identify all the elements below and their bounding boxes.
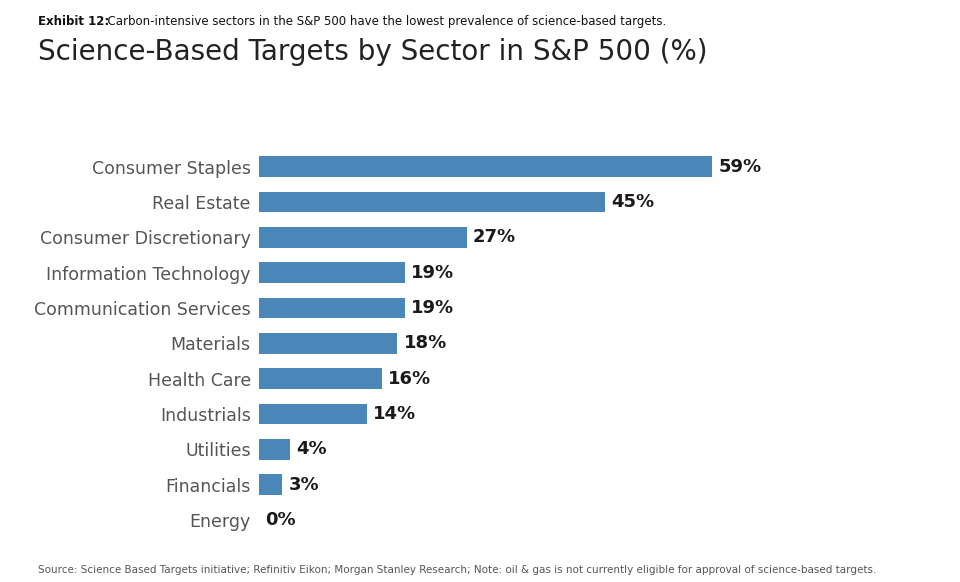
- Text: 19%: 19%: [411, 264, 454, 282]
- Text: 4%: 4%: [296, 441, 326, 459]
- Bar: [259, 439, 290, 460]
- Bar: [259, 404, 367, 424]
- Text: Source: Science Based Targets initiative; Refinitiv Eikon; Morgan Stanley Resear: Source: Science Based Targets initiative…: [38, 565, 876, 575]
- Bar: [259, 262, 405, 283]
- Bar: [259, 192, 605, 212]
- Bar: [259, 368, 382, 389]
- Text: 45%: 45%: [611, 193, 654, 211]
- Text: 27%: 27%: [472, 228, 516, 246]
- Bar: [259, 157, 712, 177]
- Text: Exhibit 12:: Exhibit 12:: [38, 15, 109, 27]
- Text: 59%: 59%: [718, 158, 761, 176]
- Text: Carbon-intensive sectors in the S&P 500 have the lowest prevalence of science-ba: Carbon-intensive sectors in the S&P 500 …: [100, 15, 666, 27]
- Text: Science-Based Targets by Sector in S&P 500 (%): Science-Based Targets by Sector in S&P 5…: [38, 38, 708, 66]
- Text: 19%: 19%: [411, 299, 454, 317]
- Text: 3%: 3%: [288, 475, 319, 494]
- Text: 16%: 16%: [388, 370, 431, 388]
- Text: 14%: 14%: [372, 405, 416, 423]
- Text: 18%: 18%: [403, 335, 446, 352]
- Text: 0%: 0%: [265, 511, 296, 529]
- Bar: [259, 474, 282, 495]
- Bar: [259, 298, 405, 318]
- Bar: [259, 227, 467, 247]
- Bar: [259, 333, 397, 354]
